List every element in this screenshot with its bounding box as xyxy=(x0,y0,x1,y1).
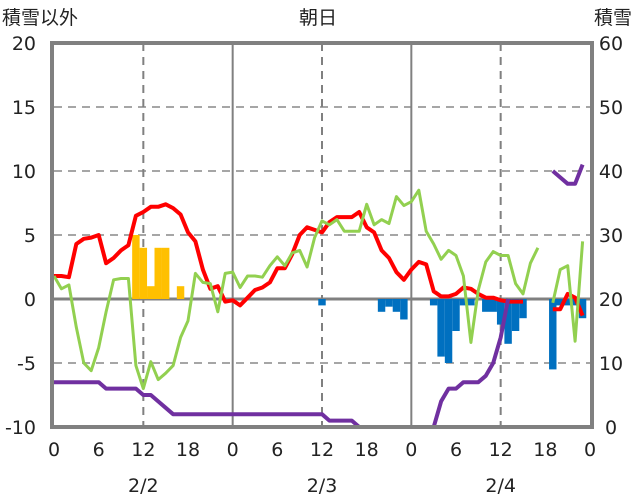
x-tick-label: 18 xyxy=(176,439,200,461)
positive-bar xyxy=(147,286,155,299)
x-tick-label: 0 xyxy=(405,439,417,461)
y-left-tick-label: 15 xyxy=(12,97,36,119)
y-left-tick-label: 10 xyxy=(12,161,36,183)
bars xyxy=(132,235,587,370)
chart-title: 朝日 xyxy=(299,7,337,29)
y-left-tick-label: 20 xyxy=(12,33,36,55)
plot-frame xyxy=(50,41,594,429)
y-left-tick-label: -10 xyxy=(5,417,36,439)
y-right-tick-label: 20 xyxy=(599,289,623,311)
y-right-tick-label: 10 xyxy=(599,353,623,375)
negative-bar xyxy=(504,299,512,344)
right-axis-label: 積雪 xyxy=(594,7,632,29)
negative-bar xyxy=(482,299,490,312)
negative-bar xyxy=(444,299,453,363)
green-line xyxy=(52,188,585,391)
negative-bar xyxy=(377,299,386,312)
negative-bar xyxy=(489,299,497,312)
y-right-tick-label: 40 xyxy=(599,161,623,183)
negative-bar xyxy=(496,299,505,325)
date-label: 2/2 xyxy=(128,475,159,497)
y-right-tick-label: 0 xyxy=(605,417,617,439)
negative-bar xyxy=(385,299,393,307)
negative-bar xyxy=(556,299,564,306)
y-right-tick-label: 60 xyxy=(599,33,623,55)
lines xyxy=(52,163,585,429)
x-tick-label: 12 xyxy=(131,439,155,461)
left-axis-label: 積雪以外 xyxy=(2,7,78,29)
y-right-tick-label: 50 xyxy=(599,97,623,119)
positive-bar xyxy=(139,247,148,299)
negative-bar xyxy=(563,299,572,306)
x-tick-label: 6 xyxy=(450,439,462,461)
positive-bar xyxy=(132,235,140,299)
x-tick-label: 6 xyxy=(271,439,283,461)
negative-bar xyxy=(400,299,408,320)
x-tick-label: 6 xyxy=(93,439,105,461)
date-label: 2/4 xyxy=(485,475,516,497)
negative-bar xyxy=(452,299,460,331)
x-tick-label: 0 xyxy=(584,439,596,461)
x-tick-label: 18 xyxy=(355,439,379,461)
y-left-tick-label: 5 xyxy=(24,225,36,247)
positive-bar xyxy=(176,286,185,299)
positive-bar xyxy=(161,247,170,299)
x-tick-label: 12 xyxy=(489,439,513,461)
x-tick-label: 0 xyxy=(48,439,60,461)
negative-bar xyxy=(549,299,557,370)
positive-bar xyxy=(154,247,162,299)
y-left-tick-label: -5 xyxy=(17,353,36,375)
negative-bar xyxy=(519,299,527,319)
date-label: 2/3 xyxy=(307,475,338,497)
negative-bar xyxy=(459,299,468,306)
negative-bar xyxy=(578,299,587,319)
y-left-tick-label: 0 xyxy=(24,289,36,311)
x-tick-label: 0 xyxy=(227,439,239,461)
negative-bar xyxy=(511,299,520,331)
x-tick-label: 12 xyxy=(310,439,334,461)
negative-bar xyxy=(392,299,401,312)
negative-bar xyxy=(318,299,326,306)
negative-bar xyxy=(429,299,438,306)
x-tick-label: 18 xyxy=(533,439,557,461)
negative-bar xyxy=(437,299,445,357)
negative-bar xyxy=(467,299,475,306)
y-right-tick-label: 30 xyxy=(599,225,623,247)
plot-border xyxy=(50,41,594,429)
